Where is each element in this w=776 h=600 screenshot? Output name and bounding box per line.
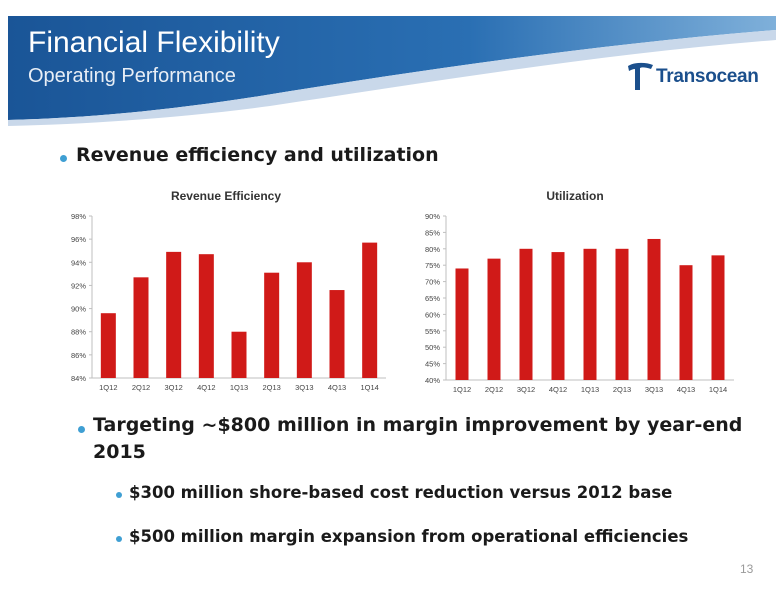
y-tick-label: 70%: [425, 278, 440, 287]
bar: [455, 268, 469, 380]
y-tick-label: 55%: [425, 327, 440, 336]
company-logo: Transocean: [626, 60, 766, 92]
slide-subtitle: Operating Performance: [28, 65, 236, 87]
x-tick-label: 3Q12: [164, 383, 182, 392]
x-tick-label: 3Q13: [645, 385, 663, 394]
x-tick-label: 3Q13: [295, 383, 313, 392]
bar: [615, 248, 629, 380]
x-tick-label: 1Q12: [453, 385, 471, 394]
page-number: 13: [740, 562, 754, 576]
bullet-dot: [78, 426, 85, 433]
y-tick-label: 90%: [425, 212, 440, 221]
bar: [711, 255, 725, 380]
y-tick-label: 45%: [425, 360, 440, 369]
y-tick-label: 88%: [71, 328, 86, 337]
x-tick-label: 1Q13: [581, 385, 599, 394]
y-tick-label: 98%: [71, 212, 86, 221]
sub-bullet-dot: [116, 492, 122, 498]
x-tick-label: 1Q13: [230, 383, 248, 392]
sub-bullet-margin-expansion: $500 million margin expansion from opera…: [129, 527, 689, 546]
y-tick-label: 80%: [425, 245, 440, 254]
y-tick-label: 90%: [71, 305, 86, 314]
bar: [296, 262, 312, 378]
transocean-logo-icon: [628, 62, 653, 90]
bullet-dot: [60, 155, 67, 162]
x-tick-label: 2Q13: [262, 383, 280, 392]
sub-bullet-dot: [116, 536, 122, 542]
bar: [647, 238, 661, 380]
revenue-efficiency-chart: Revenue Efficiency 84% 86% 88% 90% 92% 94% 96% 9…: [56, 182, 392, 401]
slide-header: Financial Flexibility Operating Performa…: [0, 0, 776, 130]
x-tick-label: 1Q14: [709, 385, 727, 394]
y-tick-label: 50%: [425, 343, 440, 352]
x-tick-label: 2Q12: [132, 383, 150, 392]
y-tick-label: 92%: [71, 281, 86, 290]
bullet-revenue-efficiency: Revenue efficiency and utilization: [76, 144, 439, 166]
bar: [133, 277, 149, 378]
x-tick-label: 4Q12: [549, 385, 567, 394]
logo-text: Transocean: [656, 66, 759, 87]
sub-bullet-cost-reduction: $300 million shore-based cost reduction …: [129, 483, 673, 502]
x-tick-label: 4Q12: [197, 383, 215, 392]
x-tick-label: 1Q12: [99, 383, 117, 392]
y-tick-label: 40%: [425, 376, 440, 385]
y-tick-label: 60%: [425, 310, 440, 319]
slide-title: Financial Flexibility: [28, 26, 280, 59]
y-tick-label: 84%: [71, 374, 86, 383]
bullet-margin-target-year: 2015: [93, 441, 146, 463]
chart-title: Utilization: [546, 189, 603, 203]
bar: [198, 254, 214, 378]
bar: [264, 272, 280, 378]
x-tick-label: 1Q14: [360, 383, 378, 392]
y-tick-label: 75%: [425, 261, 440, 270]
bar: [166, 251, 182, 378]
x-tick-label: 4Q13: [677, 385, 695, 394]
bar: [231, 331, 247, 378]
y-tick-label: 86%: [71, 351, 86, 360]
y-tick-label: 85%: [425, 228, 440, 237]
bar: [362, 242, 378, 378]
bar: [583, 248, 597, 380]
bar: [551, 252, 565, 380]
bar: [329, 290, 345, 378]
revenue-efficiency-svg: Revenue Efficiency 84% 86% 88% 90% 92% 94% 96% 9…: [71, 189, 386, 392]
y-tick-label: 65%: [425, 294, 440, 303]
x-tick-label: 4Q13: [328, 383, 346, 392]
x-tick-label: 3Q12: [517, 385, 535, 394]
x-tick-label: 2Q13: [613, 385, 631, 394]
utilization-chart: Utilization 40% 45% 50% 55% 60% 65% 70% 75% 80% 85…: [410, 182, 740, 401]
bar: [519, 248, 533, 380]
utilization-svg: Utilization 40% 45% 50% 55% 60% 65% 70% 75% 80% 85…: [425, 189, 734, 394]
bullet-margin-target: Targeting ~$800 million in margin improv…: [93, 414, 743, 436]
chart-title: Revenue Efficiency: [171, 189, 281, 203]
header-swoosh: [8, 16, 776, 126]
y-tick-label: 94%: [71, 258, 86, 267]
bar: [679, 265, 693, 380]
bar: [100, 313, 116, 378]
y-tick-label: 96%: [71, 235, 86, 244]
x-tick-label: 2Q12: [485, 385, 503, 394]
bar: [487, 258, 501, 380]
